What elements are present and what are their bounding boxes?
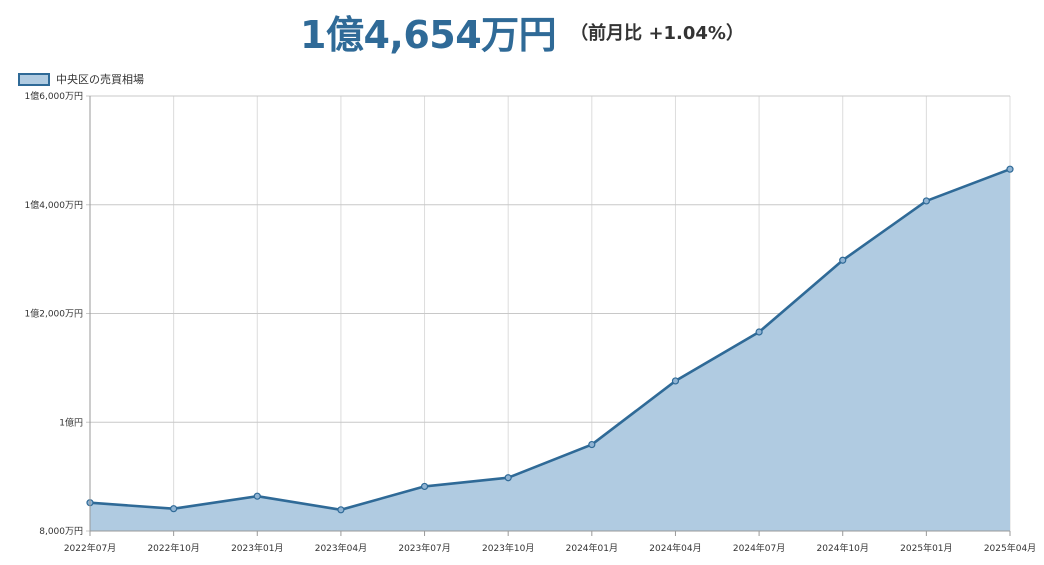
x-tick-label: 2023年01月 — [231, 542, 283, 554]
legend-label: 中央区の売買相場 — [56, 73, 144, 86]
data-point[interactable] — [922, 197, 930, 205]
data-point[interactable] — [839, 256, 847, 264]
chart-legend[interactable]: 中央区の売買相場 — [18, 71, 144, 87]
x-tick-label: 2024年07月 — [733, 542, 785, 554]
x-tick-label: 2023年10月 — [482, 542, 534, 554]
axis-layer — [89, 96, 1011, 536]
y-tick-label: 8,000万円 — [39, 526, 83, 537]
y-tick-label: 1億4,000万円 — [25, 199, 84, 211]
x-tick-label: 2024年01月 — [566, 542, 618, 554]
data-point[interactable] — [337, 506, 345, 514]
y-tick-label: 1億円 — [59, 416, 83, 428]
legend-swatch — [18, 72, 50, 86]
x-tick-label: 2022年10月 — [147, 542, 199, 554]
series-area-fill — [90, 169, 1010, 531]
x-tick-label: 2024年10月 — [817, 542, 869, 554]
y-tick-label: 1億2,000万円 — [25, 308, 84, 320]
headline: 1億4,654万円 （前月比 +1.04%） — [0, 4, 1044, 59]
label-layer: 8,000万円 1億円 1億2,000万円 1億4,000万円 1億6,000万円 202… — [25, 90, 1037, 554]
x-tick-label: 2022年07月 — [64, 542, 116, 554]
x-tick-label: 2024年04月 — [649, 542, 701, 554]
month-over-month-change: （前月比 +1.04%） — [570, 22, 744, 44]
data-point[interactable] — [420, 482, 429, 491]
data-point[interactable] — [170, 505, 178, 513]
data-point[interactable] — [588, 440, 596, 449]
x-tick-label: 2023年04月 — [315, 542, 367, 554]
series-line — [89, 167, 1011, 512]
x-tick-label: 2025年04月 — [984, 542, 1036, 554]
data-point[interactable] — [504, 474, 512, 482]
data-point[interactable] — [1006, 165, 1014, 173]
x-tick-label: 2025年01月 — [900, 542, 952, 554]
data-point[interactable] — [755, 328, 763, 336]
area-layer — [86, 165, 1014, 531]
x-tick-label: 2023年07月 — [398, 542, 450, 554]
y-tick-label: 1億6,000万円 — [25, 90, 84, 102]
data-point[interactable] — [671, 377, 680, 385]
data-point[interactable] — [253, 492, 261, 500]
current-price: 1億4,654万円 — [300, 13, 557, 57]
